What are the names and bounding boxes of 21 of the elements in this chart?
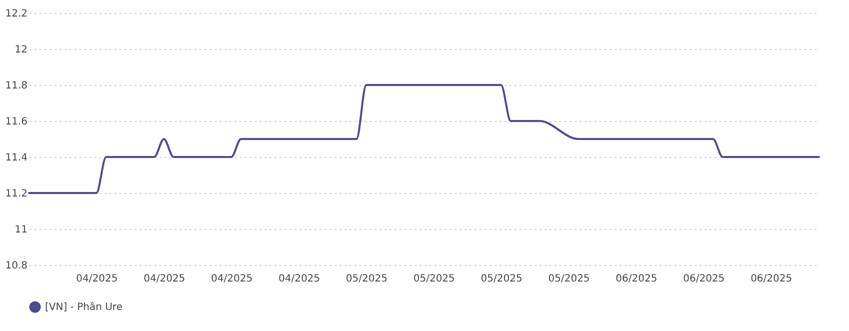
x-tick-label: 06/2025 [616, 274, 658, 284]
y-tick-label: 12.2 [5, 8, 28, 20]
x-tick-label: 06/2025 [683, 274, 725, 284]
y-tick-label: 11 [14, 224, 28, 236]
x-tick-label: 04/2025 [144, 274, 186, 284]
y-tick-label: 10.8 [5, 260, 28, 272]
x-tick-label: 04/2025 [76, 274, 118, 284]
y-tick-label: 11.8 [5, 80, 28, 92]
x-tick-label: 05/2025 [346, 274, 388, 284]
line-series [28, 84, 820, 194]
y-tick-label: 11.2 [5, 188, 28, 200]
y-tick-label: 12 [14, 44, 28, 56]
x-tick-label: 05/2025 [480, 274, 522, 284]
legend-label: [VN] - Phân Ure [45, 302, 122, 313]
x-tick-label: 04/2025 [278, 274, 320, 284]
x-tick-label: 05/2025 [548, 274, 590, 284]
x-tick-label: 06/2025 [750, 274, 792, 284]
y-tick-label: 11.6 [5, 116, 28, 128]
x-tick-label: 05/2025 [413, 274, 455, 284]
y-tick-label: 11.4 [5, 152, 28, 164]
x-tick-label: 04/2025 [211, 274, 253, 284]
